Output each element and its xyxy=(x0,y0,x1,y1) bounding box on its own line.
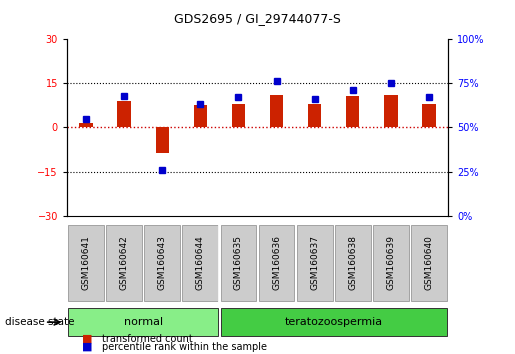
Bar xyxy=(144,225,180,301)
Text: normal: normal xyxy=(124,317,163,327)
Text: GSM160639: GSM160639 xyxy=(386,235,396,290)
Text: transformed count: transformed count xyxy=(102,334,193,344)
Text: GSM160637: GSM160637 xyxy=(310,235,319,290)
Bar xyxy=(182,225,218,301)
Bar xyxy=(220,308,447,336)
Text: GSM160635: GSM160635 xyxy=(234,235,243,290)
Text: GSM160643: GSM160643 xyxy=(158,235,167,290)
Bar xyxy=(194,105,207,127)
Text: GSM160641: GSM160641 xyxy=(81,235,91,290)
Bar xyxy=(117,101,131,127)
Bar xyxy=(259,225,295,301)
Bar xyxy=(422,104,436,127)
Bar xyxy=(106,225,142,301)
Bar xyxy=(308,104,321,127)
Text: ■: ■ xyxy=(82,334,93,344)
Text: ■: ■ xyxy=(82,342,93,352)
Text: GDS2695 / GI_29744077-S: GDS2695 / GI_29744077-S xyxy=(174,12,341,25)
Bar xyxy=(373,225,409,301)
Text: GSM160644: GSM160644 xyxy=(196,235,205,290)
Text: GSM160638: GSM160638 xyxy=(348,235,357,290)
Bar xyxy=(232,104,245,127)
Bar xyxy=(156,127,169,153)
Bar xyxy=(79,123,93,127)
Text: GSM160642: GSM160642 xyxy=(119,235,129,290)
Text: percentile rank within the sample: percentile rank within the sample xyxy=(102,342,267,352)
Text: GSM160640: GSM160640 xyxy=(424,235,434,290)
Text: disease state: disease state xyxy=(5,317,75,327)
Text: teratozoospermia: teratozoospermia xyxy=(285,317,383,327)
Bar xyxy=(68,308,218,336)
Bar xyxy=(270,95,283,127)
Text: GSM160636: GSM160636 xyxy=(272,235,281,290)
Bar xyxy=(297,225,333,301)
Bar xyxy=(335,225,371,301)
Bar xyxy=(346,96,359,127)
Bar xyxy=(411,225,447,301)
Bar xyxy=(220,225,256,301)
Bar xyxy=(384,95,398,127)
Bar xyxy=(68,225,104,301)
